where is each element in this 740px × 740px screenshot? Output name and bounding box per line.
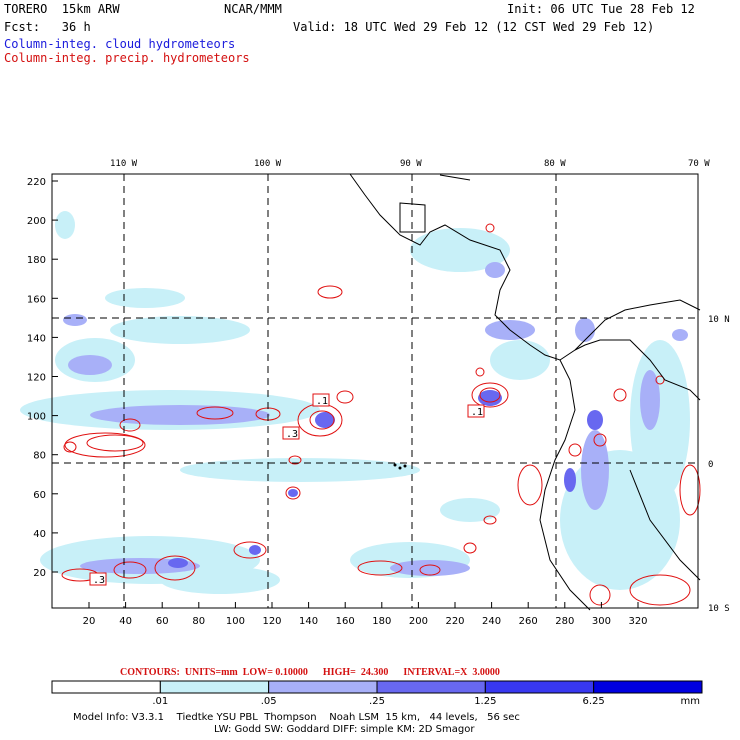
field-precip-label: Column-integ. precip. hydrometeors — [4, 51, 250, 65]
contour-info: CONTOURS: UNITS=mm LOW= 0.10000 HIGH= 24… — [120, 667, 500, 678]
y-tick-label: 80 — [33, 451, 46, 462]
lat-label: 0 — [708, 460, 713, 470]
contour-box-labels: .1 .3 .1 .3 — [89, 393, 485, 586]
forecast-hour: Fcst: 36 h — [4, 20, 91, 34]
lon-label: 110 W — [110, 159, 138, 169]
colorbar-unit: mm — [681, 696, 700, 707]
coastlines — [349, 173, 701, 611]
init-time: Init: 06 UTC Tue 28 Feb 12 — [507, 2, 695, 16]
x-tick-label: 140 — [299, 616, 318, 627]
galapagos-islands — [393, 463, 407, 470]
colorbar-segment — [159, 680, 270, 694]
box-label: .3 — [286, 429, 298, 440]
box-label: .1 — [471, 407, 483, 418]
x-tick-label: 160 — [336, 616, 355, 627]
longitude-labels: 110 W 100 W 90 W 80 W 70 W — [110, 159, 710, 169]
colorbar-segment — [484, 680, 595, 694]
model-title: TORERO 15km ARW — [4, 2, 120, 16]
map-frame — [51, 173, 699, 609]
x-tick-label: 300 — [592, 616, 611, 627]
x-tick-label: 280 — [555, 616, 574, 627]
y-tick-label: 20 — [33, 568, 46, 579]
tick-marks — [52, 180, 639, 608]
field-cloud-label: Column-integ. cloud hydrometeors — [4, 37, 236, 51]
y-tick-label: 220 — [27, 177, 46, 188]
cloud-shading — [20, 211, 690, 594]
x-tick-label: 40 — [119, 616, 132, 627]
colorbar-tick-label: 1.25 — [474, 696, 496, 707]
valid-time: Valid: 18 UTC Wed 29 Feb 12 (12 CST Wed … — [293, 20, 655, 34]
latitude-labels: 10 N 0 10 S — [708, 315, 730, 614]
box-label: .1 — [316, 396, 328, 407]
lat-label: 10 S — [708, 604, 730, 614]
x-tick-label: 220 — [445, 616, 464, 627]
x-tick-label: 20 — [83, 616, 96, 627]
y-tick-label: 160 — [27, 294, 46, 305]
colorbar-segment — [376, 680, 486, 694]
x-tick-label: 120 — [262, 616, 281, 627]
y-tick-label: 140 — [27, 333, 46, 344]
colorbar-tick-label: .25 — [369, 696, 385, 707]
colorbar-segment — [593, 680, 703, 694]
lat-label: 10 N — [708, 315, 730, 325]
colorbar-segment — [268, 680, 378, 694]
x-grid-labels: 20 40 60 80 100 120 140 160 180 200 220 240 260 280 30… — [83, 616, 648, 627]
x-tick-label: 60 — [156, 616, 169, 627]
y-grid-labels: 220 200 180 160 140 120 100 80 60 40 20 — [27, 177, 46, 579]
x-tick-label: 260 — [519, 616, 538, 627]
x-tick-label: 100 — [226, 616, 245, 627]
colorbar-tick-label: .01 — [152, 696, 168, 707]
precip-contours — [61, 223, 701, 606]
model-info-line2: LW: Godd SW: Goddard DIFF: simple KM: 2D… — [214, 724, 475, 735]
y-tick-label: 60 — [33, 490, 46, 501]
y-tick-label: 200 — [27, 216, 46, 227]
colorbar: .01 .05 .25 1.25 6.25 mm — [51, 680, 703, 707]
model-info-line1: Model Info: V3.3.1 Tiedtke YSU PBL Thomp… — [73, 712, 520, 723]
y-tick-label: 40 — [33, 529, 46, 540]
y-tick-label: 120 — [27, 373, 46, 384]
lon-label: 90 W — [400, 159, 422, 169]
lon-label: 80 W — [544, 159, 566, 169]
x-tick-label: 180 — [372, 616, 391, 627]
colorbar-segment — [51, 680, 161, 694]
colorbar-tick-label: 6.25 — [583, 696, 605, 707]
x-tick-label: 80 — [192, 616, 205, 627]
lon-label: 70 W — [688, 159, 710, 169]
center-label: NCAR/MMM — [224, 2, 282, 16]
x-tick-label: 320 — [628, 616, 647, 627]
x-tick-label: 200 — [409, 616, 428, 627]
y-tick-label: 100 — [27, 412, 46, 423]
y-tick-label: 180 — [27, 255, 46, 266]
colorbar-tick-label: .05 — [261, 696, 277, 707]
box-label: .3 — [93, 575, 105, 586]
graticule — [52, 174, 698, 608]
x-tick-label: 240 — [482, 616, 501, 627]
lon-label: 100 W — [254, 159, 282, 169]
